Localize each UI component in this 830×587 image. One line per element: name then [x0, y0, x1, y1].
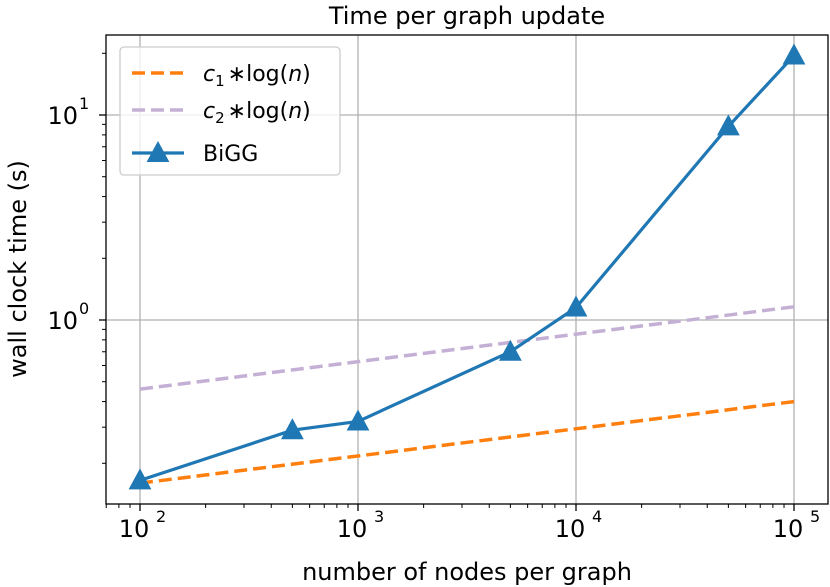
data-point [498, 339, 522, 361]
series-line [139, 399, 795, 485]
data-point [128, 468, 152, 490]
series-0 [139, 399, 795, 485]
legend: c1 ∗log(n) c2 ∗log(n) BiGG [119, 46, 341, 176]
data-point [346, 409, 370, 431]
series-line [139, 305, 795, 391]
y-tick-label: 10 [47, 102, 78, 130]
x-tick-exponent: 3 [374, 507, 384, 526]
x-tick-exponent: 4 [592, 507, 602, 526]
x-tick-exponent: 2 [156, 507, 166, 526]
y-tick-label: 10 [47, 307, 78, 335]
data-point [280, 418, 304, 440]
y-axis-label: wall clock time (s) [4, 160, 32, 378]
x-axis-label: number of nodes per graph [302, 558, 632, 586]
legend-label: c1 ∗log(n) [203, 62, 311, 90]
x-tick-label: 10 [555, 515, 586, 543]
plot-frame [105, 34, 829, 505]
data-point [782, 43, 806, 65]
x-tick-exponent: 5 [810, 507, 820, 526]
y-tick-exponent: 1 [79, 94, 89, 113]
y-tick-exponent: 0 [79, 299, 89, 318]
legend-label: BiGG [203, 142, 258, 167]
data-point [716, 114, 740, 136]
series-1 [139, 305, 795, 391]
data-point [564, 295, 588, 317]
series-2 [128, 43, 806, 490]
chart-title: Time per graph update [328, 2, 605, 30]
x-tick-label: 10 [337, 515, 368, 543]
x-tick-label: 10 [773, 515, 804, 543]
x-tick-label: 10 [119, 515, 150, 543]
legend-label: c2 ∗log(n) [203, 99, 311, 127]
legend-box [119, 46, 341, 176]
legend-marker [146, 141, 170, 162]
series-layer [128, 43, 806, 490]
ticks: 10 2 10 3 10 4 10 510 010 1 [47, 52, 820, 543]
